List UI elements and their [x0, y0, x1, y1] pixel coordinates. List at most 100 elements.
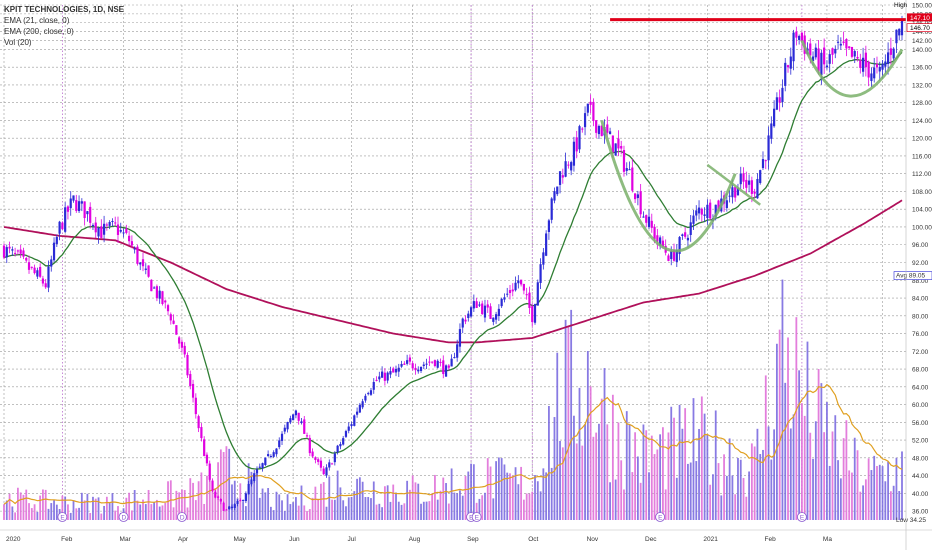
candle-body	[406, 360, 409, 364]
candle-body	[350, 424, 353, 427]
candle-body	[850, 46, 854, 57]
volume-bar	[64, 496, 67, 520]
candle-body	[314, 457, 317, 460]
candle-body	[239, 500, 242, 502]
volume-bar	[461, 495, 464, 520]
candle-body	[595, 120, 598, 133]
volume-bar	[50, 503, 53, 520]
candle-body	[139, 262, 142, 265]
candle-body	[431, 361, 434, 363]
candle-body	[175, 325, 178, 335]
candle-body	[620, 145, 623, 149]
volume-bar	[233, 480, 236, 520]
candle-body	[83, 201, 86, 219]
candle-body	[848, 46, 851, 49]
volume-bar	[317, 498, 320, 520]
candle-body	[597, 125, 601, 135]
candle-body	[759, 170, 762, 183]
volume-bar	[592, 436, 595, 520]
event-marker-label: D	[122, 515, 127, 522]
volume-bar	[534, 475, 536, 520]
candle-body	[130, 241, 133, 246]
y-tick-label: 64.00	[912, 384, 929, 391]
low-label: Low 34.25	[896, 517, 926, 524]
candle-body	[639, 191, 642, 215]
candle-body	[322, 468, 325, 475]
candle-body	[889, 48, 892, 55]
candle-body	[133, 248, 136, 250]
candle-body	[475, 301, 478, 308]
volume-bar	[297, 505, 300, 520]
volume-bar	[275, 491, 278, 520]
volume-bar	[25, 489, 28, 520]
volume-bar	[381, 507, 384, 520]
volume-bar	[895, 457, 898, 520]
candle-body	[634, 193, 637, 200]
candle-body	[147, 265, 150, 277]
y-tick-label: 76.00	[912, 331, 929, 338]
volume-bar	[303, 505, 306, 520]
volume-bar	[567, 326, 570, 520]
volume-bar	[339, 487, 342, 520]
volume-bar	[42, 489, 44, 520]
candle-body	[214, 491, 217, 498]
volume-bar	[864, 479, 867, 520]
volume-bar	[328, 476, 331, 520]
candle-body	[183, 345, 186, 355]
volume-bar	[475, 502, 478, 520]
volume-bar	[664, 489, 667, 520]
candle-body	[325, 467, 328, 476]
volume-bar	[67, 504, 69, 520]
candle-body	[330, 463, 334, 465]
event-marker-label: E	[475, 515, 480, 522]
event-marker-label: E	[658, 515, 663, 522]
candle-body	[778, 97, 781, 103]
volume-bar	[128, 492, 131, 520]
candle-body	[392, 368, 395, 373]
volume-bar	[186, 507, 189, 520]
volume-bar	[809, 432, 812, 520]
candle-body	[166, 305, 170, 312]
candle-body	[244, 493, 247, 502]
volume-bar	[445, 483, 447, 520]
volume-bar	[812, 458, 814, 520]
volume-bar	[242, 502, 244, 520]
candle-body	[583, 113, 587, 128]
volume-bar	[486, 458, 489, 520]
volume-bar	[823, 432, 826, 520]
candle-body	[203, 439, 206, 456]
volume-ma-line	[3, 383, 903, 505]
candle-body	[458, 329, 462, 347]
candle-body	[517, 280, 520, 284]
volume-bar	[158, 506, 161, 520]
candle-body	[372, 382, 375, 390]
volume-bar	[250, 471, 253, 520]
y-tick-label: 132.00	[912, 82, 932, 89]
candle-body	[884, 61, 887, 67]
volume-bar	[350, 496, 353, 520]
candle-body	[414, 367, 417, 371]
candle-body	[839, 43, 842, 46]
candle-body	[342, 438, 345, 445]
volume-bar	[703, 413, 706, 520]
candle-body	[319, 460, 323, 468]
volume-bar	[139, 504, 142, 520]
volume-bar	[97, 497, 100, 520]
volume-bar	[47, 508, 50, 520]
candle-body	[483, 305, 487, 318]
volume-bar	[114, 510, 117, 520]
volume-bar	[447, 503, 450, 520]
candle-body	[575, 137, 578, 152]
volume-bar	[848, 470, 851, 520]
y-tick-label: 140.00	[912, 47, 932, 54]
candle-body	[197, 416, 200, 429]
candle-body	[511, 289, 514, 292]
candle-body	[514, 282, 517, 291]
candle-body	[781, 87, 784, 103]
volume-bar	[662, 427, 664, 520]
candle-body	[703, 214, 706, 216]
cup-handle-line	[706, 163, 761, 206]
x-tick-label: 2021	[703, 536, 718, 543]
x-tick-label: Nov	[587, 536, 599, 543]
candle-body	[556, 186, 559, 195]
